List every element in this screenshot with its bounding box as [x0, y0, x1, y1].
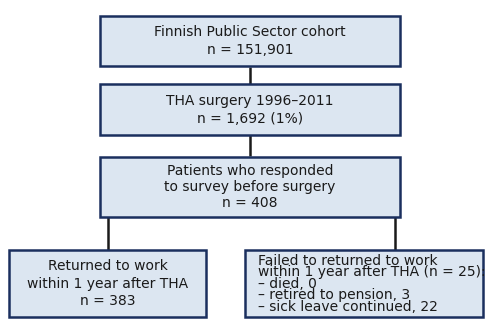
Text: THA surgery 1996–2011: THA surgery 1996–2011 — [166, 94, 334, 108]
Text: Failed to returned to work: Failed to returned to work — [258, 254, 437, 268]
Text: within 1 year after THA (n = 25):: within 1 year after THA (n = 25): — [258, 265, 485, 279]
FancyBboxPatch shape — [100, 15, 400, 66]
Text: Returned to work: Returned to work — [48, 259, 168, 273]
Text: n = 408: n = 408 — [222, 196, 278, 210]
Text: within 1 year after THA: within 1 year after THA — [27, 277, 188, 291]
Text: n = 1,692 (1%): n = 1,692 (1%) — [197, 112, 303, 126]
Text: Patients who responded: Patients who responded — [167, 164, 333, 178]
FancyBboxPatch shape — [245, 250, 483, 318]
Text: – retired to pension, 3: – retired to pension, 3 — [258, 288, 410, 302]
Text: Finnish Public Sector cohort: Finnish Public Sector cohort — [154, 25, 346, 39]
Text: – died, 0: – died, 0 — [258, 277, 316, 291]
Text: n = 383: n = 383 — [80, 295, 135, 308]
FancyBboxPatch shape — [100, 157, 400, 217]
Text: – sick leave continued, 22: – sick leave continued, 22 — [258, 300, 438, 314]
Text: to survey before surgery: to survey before surgery — [164, 180, 336, 194]
Text: n = 151,901: n = 151,901 — [207, 43, 293, 57]
FancyBboxPatch shape — [8, 250, 206, 318]
FancyBboxPatch shape — [100, 84, 400, 135]
